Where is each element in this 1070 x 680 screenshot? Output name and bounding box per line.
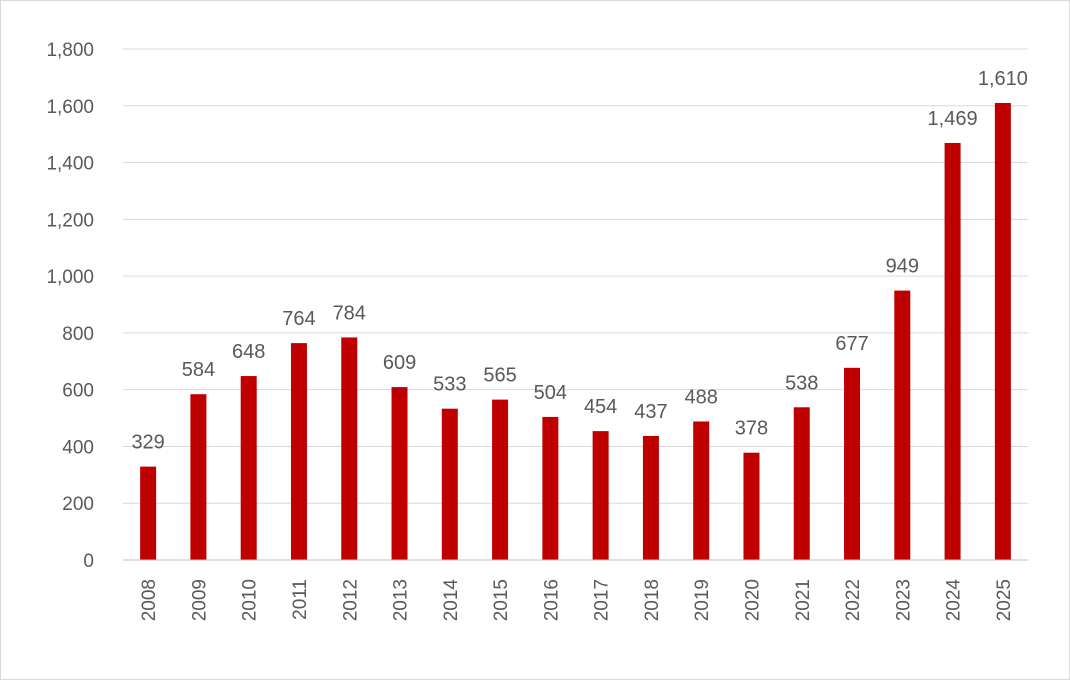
data-label: 764 xyxy=(282,308,315,330)
bar-2013 xyxy=(391,387,408,560)
data-label: 584 xyxy=(182,359,215,381)
data-label: 565 xyxy=(483,365,516,387)
y-tick-label: 200 xyxy=(62,494,94,515)
data-label: 648 xyxy=(232,341,265,363)
x-tick-label: 2023 xyxy=(893,579,914,621)
y-tick-label: 400 xyxy=(62,437,94,458)
bar-2011 xyxy=(290,343,307,560)
x-tick-label: 2012 xyxy=(340,579,361,621)
y-axis-tick-labels: 0 200 400 600 800 1,000 1,200 1,400 1,600 1,800 xyxy=(46,40,94,572)
bar-2018 xyxy=(642,435,659,560)
x-tick-label: 2015 xyxy=(491,579,512,621)
x-tick-label: 2022 xyxy=(843,579,864,621)
x-tick-label: 2008 xyxy=(139,579,160,621)
x-tick-label: 2010 xyxy=(240,579,261,621)
x-tick-label: 2024 xyxy=(944,579,965,622)
x-tick-label: 2011 xyxy=(290,579,311,620)
data-label: 784 xyxy=(333,302,366,324)
bar-2012 xyxy=(341,337,358,560)
y-tick-label: 1,400 xyxy=(46,154,94,175)
data-label: 1,469 xyxy=(928,108,978,130)
data-label: 533 xyxy=(433,374,466,396)
x-axis-tick-labels: 2008 2009 2010 2011 2012 2013 2014 2015 2016 2017… xyxy=(139,579,1015,622)
data-label: 454 xyxy=(584,396,617,418)
gridlines xyxy=(123,48,1028,504)
data-label: 1,610 xyxy=(978,68,1028,90)
data-label: 504 xyxy=(534,382,567,404)
bar-2008 xyxy=(140,466,157,560)
bar-2015 xyxy=(492,399,509,560)
y-tick-label: 600 xyxy=(62,381,94,402)
y-tick-label: 1,600 xyxy=(46,97,94,118)
y-tick-label: 1,200 xyxy=(46,210,94,231)
x-tick-label: 2020 xyxy=(742,579,763,621)
x-tick-label: 2018 xyxy=(642,579,663,621)
data-label: 329 xyxy=(131,432,164,454)
bar-2016 xyxy=(542,416,559,560)
x-tick-label: 2021 xyxy=(793,579,814,621)
data-label: 609 xyxy=(383,352,416,374)
y-tick-label: 1,000 xyxy=(46,267,94,288)
x-tick-label: 2017 xyxy=(592,579,613,621)
data-label: 538 xyxy=(785,372,818,394)
bar-2014 xyxy=(441,408,458,560)
data-label: 488 xyxy=(685,386,718,408)
y-tick-label: 0 xyxy=(83,551,94,572)
y-tick-label: 800 xyxy=(62,324,94,345)
x-tick-label: 2016 xyxy=(541,579,562,621)
data-label: 677 xyxy=(835,333,868,355)
y-tick-label: 1,800 xyxy=(46,40,94,61)
bars xyxy=(140,102,1011,560)
bar-2025 xyxy=(994,102,1011,560)
x-tick-label: 2009 xyxy=(189,579,210,621)
bar-2010 xyxy=(240,376,257,560)
bar-2023 xyxy=(894,290,911,560)
bar-2020 xyxy=(743,452,760,560)
bar-2021 xyxy=(793,407,810,560)
x-tick-label: 2025 xyxy=(994,579,1015,621)
bar-2019 xyxy=(693,421,710,560)
x-tick-label: 2019 xyxy=(692,579,713,621)
data-label: 437 xyxy=(634,401,667,423)
bar-2024 xyxy=(944,142,961,560)
x-tick-label: 2014 xyxy=(441,579,462,622)
data-labels: 329 584 648 764 784 609 533 565 504 454 437 488 378 5… xyxy=(131,68,1027,454)
data-label: 949 xyxy=(886,256,919,278)
data-label: 378 xyxy=(735,418,768,440)
bar-2017 xyxy=(592,431,609,560)
bar-2009 xyxy=(190,394,207,560)
x-tick-label: 2013 xyxy=(391,579,412,621)
bar-2022 xyxy=(844,367,861,560)
